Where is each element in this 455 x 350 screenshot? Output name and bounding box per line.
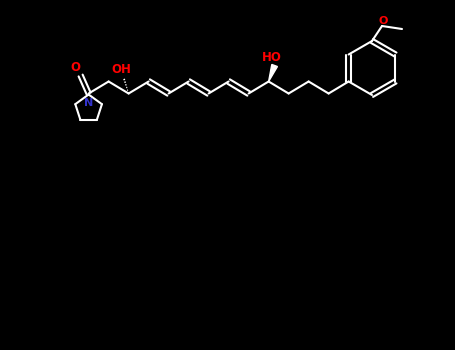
- Text: O: O: [378, 16, 388, 26]
- Text: N: N: [84, 98, 93, 108]
- Text: HO: HO: [262, 51, 282, 64]
- Text: O: O: [71, 61, 81, 74]
- Text: OH: OH: [111, 63, 131, 76]
- Polygon shape: [268, 64, 278, 82]
